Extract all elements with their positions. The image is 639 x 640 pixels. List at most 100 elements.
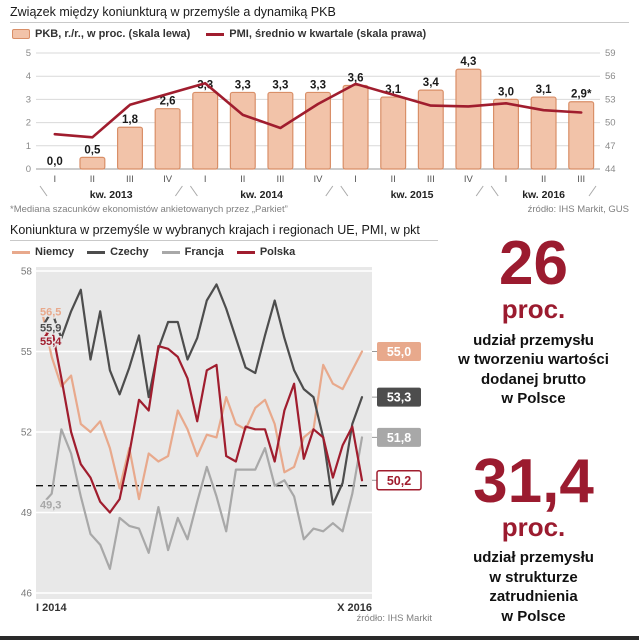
quarter-tick: II: [90, 174, 95, 185]
gdp-bar: [492, 98, 520, 170]
left-axis-tick: 1: [26, 141, 31, 152]
plot-background: [36, 267, 372, 599]
bar-value-label: 0,0: [47, 156, 63, 168]
stat-value-added-number: 26: [499, 229, 568, 298]
bar-value-label: 4,3: [460, 56, 476, 68]
quarter-tick: III: [427, 174, 435, 185]
group-bracket: [325, 185, 334, 197]
legend-item-polska: Polska: [236, 246, 295, 258]
group-bracket: [174, 185, 183, 197]
page-bottom-rule: [0, 636, 639, 640]
gdp-bar: [380, 96, 407, 170]
group-bracket: [475, 185, 484, 197]
bar-value-label: 3,6: [348, 72, 364, 84]
bottom-section: Koniunktura w przemyśle w wybranych kraj…: [10, 223, 629, 626]
series-line-polska: [40, 326, 364, 514]
francja-line-swatch-icon: [161, 250, 180, 254]
right-axis-tick: 53: [605, 94, 616, 105]
end-value-label-francja: 51,8: [387, 431, 411, 445]
bottom-chart-legend: Niemcy Czechy Francja Polska: [10, 241, 438, 261]
legend-label-francja: Francja: [184, 246, 224, 258]
y-axis-tick: 49: [21, 508, 33, 519]
group-bracket: [588, 185, 597, 197]
quarter-tick: II: [391, 174, 396, 185]
group-bracket: [340, 185, 349, 197]
legend-item-czechy: Czechy: [87, 246, 149, 258]
pmi-line-swatch-icon: [206, 32, 225, 36]
source-top: źródło: IHS Markit, GUS: [527, 204, 629, 215]
right-axis-tick: 56: [605, 71, 616, 82]
gdp-bar: [267, 91, 294, 170]
quarter-tick: I: [53, 174, 56, 185]
left-axis-tick: 2: [26, 118, 31, 129]
quarter-tick: I: [354, 174, 357, 185]
stat-employment-number: 31,4: [473, 446, 594, 516]
bar-value-label: 3,4: [423, 77, 440, 89]
bar-value-label: 3,3: [310, 79, 326, 91]
start-value-label-francja: 49,3: [40, 499, 61, 511]
footnote-median: *Mediana szacunków ekonomistów ankietowa…: [10, 204, 288, 215]
quarter-tick: IV: [464, 174, 474, 185]
y-axis-tick: 55: [21, 347, 33, 358]
end-value-label-czechy: 53,3: [387, 391, 411, 405]
pmi-line: [53, 81, 583, 139]
y-axis-tick: 52: [21, 428, 33, 439]
pkb-bar-swatch-icon: [12, 29, 30, 39]
start-value-label-niemcy: 56,5: [40, 306, 61, 318]
polska-line-swatch-icon: [236, 250, 255, 254]
start-value-label-polska: 55,4: [40, 336, 62, 348]
group-bracket: [189, 185, 198, 197]
gdp-bar: [154, 108, 181, 170]
gdp-bar: [192, 91, 219, 170]
bar-value-label: 2,9*: [571, 89, 592, 101]
gdp-bar: [229, 91, 256, 170]
end-value-box-francja: [377, 427, 421, 447]
group-bracket: [490, 185, 499, 197]
quarter-tick: IV: [163, 174, 173, 185]
gdp-bar: [455, 68, 482, 170]
quarter-tick: III: [276, 174, 284, 185]
right-axis-tick: 44: [605, 164, 616, 175]
bar-value-label: 0,5: [84, 144, 101, 156]
left-axis-tick: 4: [26, 71, 31, 82]
bar-value-label: 3,1: [536, 84, 553, 96]
stat-value-added: 26 proc. udział przemysłu w tworzeniu wa…: [438, 233, 629, 409]
source-bottom: źródło: IHS Markit: [356, 613, 433, 624]
start-value-label-czechy: 55,9: [40, 322, 61, 334]
top-chart-legend: PKB, r./r., w proc. (skala lewa) PMI, śr…: [10, 23, 629, 43]
gdp-bar: [417, 89, 444, 170]
y-axis-tick: 58: [21, 267, 33, 278]
x-start-label: I 2014: [36, 602, 67, 614]
bar-value-label: 3,3: [197, 79, 213, 91]
bar-value-label: 2,6: [160, 96, 176, 108]
gdp-bar: [304, 91, 332, 170]
end-value-box-niemcy: [377, 342, 421, 361]
group-bracket: [39, 185, 48, 197]
right-axis-tick: 47: [605, 141, 616, 152]
stat-value-added-desc: udział przemysłu w tworzeniu wartości do…: [458, 331, 609, 408]
legend-label-pmi: PMI, średnio w kwartale (skala prawa): [229, 28, 427, 40]
gdp-pmi-combo-chart: 4447505356590123450,0I0,5II1,8III2,6IV3,…: [26, 48, 616, 201]
legend-item-francja: Francja: [161, 246, 224, 258]
left-axis-tick: 3: [26, 94, 31, 105]
legend-item-pkb: PKB, r./r., w proc. (skala lewa): [12, 28, 190, 40]
gdp-bar: [116, 126, 144, 170]
pmi-countries-chart-block: Koniunktura w przemyśle w wybranych kraj…: [10, 223, 438, 626]
quarter-tick: II: [240, 174, 245, 185]
right-axis-tick: 59: [605, 48, 616, 59]
industry-stats-panel: 26 proc. udział przemysłu w tworzeniu wa…: [438, 223, 629, 626]
legend-label-niemcy: Niemcy: [35, 246, 75, 258]
niemcy-line-swatch-icon: [12, 250, 30, 254]
gdp-bar: [530, 96, 557, 170]
x-end-label: X 2016: [337, 602, 372, 614]
gdp-bar: [342, 84, 369, 170]
right-axis-tick: 50: [605, 118, 616, 129]
stat-employment: 31,4 proc. udział przemysłu w strukturze…: [438, 446, 629, 627]
quarter-tick: I: [505, 174, 508, 185]
top-chart-title: Związek między koniunkturą w przemyśle a…: [10, 5, 629, 23]
quarter-tick: I: [204, 174, 207, 185]
legend-label-pkb: PKB, r./r., w proc. (skala lewa): [35, 28, 191, 40]
pmi-countries-line-chart: 58 55 52 49 46 56,5 55,9 49,3 55,4 55,0 53,3 51,8 50…: [21, 267, 422, 614]
legend-item-niemcy: Niemcy: [12, 246, 74, 258]
